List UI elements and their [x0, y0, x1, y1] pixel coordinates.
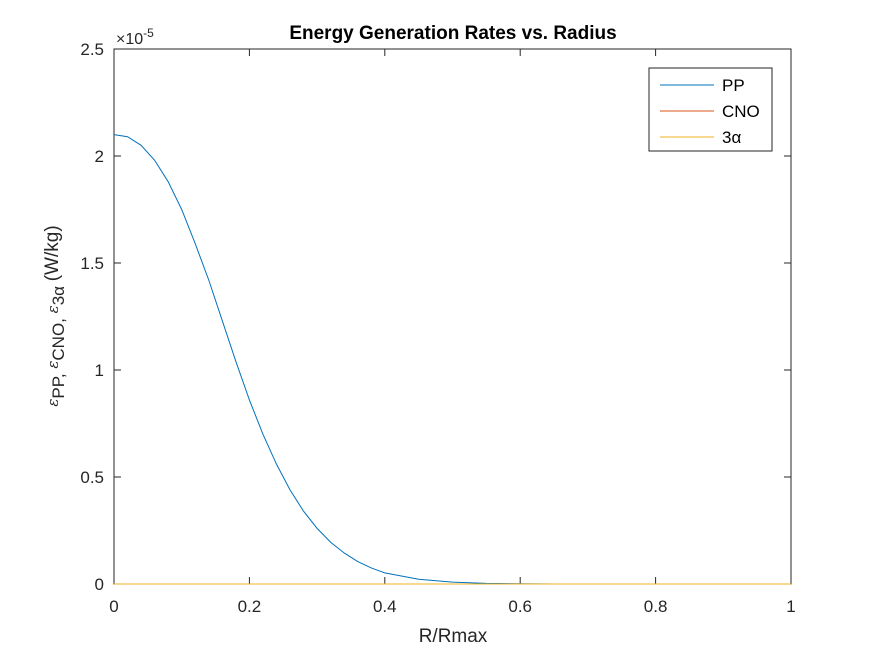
x-axis-label: R/Rmax: [419, 626, 488, 647]
y-tick-label: 2.5: [80, 40, 104, 59]
series-layer: [113, 134, 791, 585]
legend-label: PP: [722, 76, 745, 95]
x-tick-label: 0.6: [508, 597, 532, 616]
legend-label: CNO: [722, 102, 760, 121]
y-tick-label: 1: [95, 361, 104, 380]
x-tick-label: 1: [786, 597, 795, 616]
y-axis-ticks: 0 0.5 1 1.5 2 2.5: [80, 40, 791, 594]
y-tick-label: 0.5: [80, 468, 104, 487]
chart-title: Energy Generation Rates vs. Radius: [289, 23, 616, 44]
y-exponent-label: ×10-5: [116, 26, 154, 48]
x-tick-label: 0.8: [644, 597, 668, 616]
y-tick-label: 0: [95, 575, 104, 594]
x-tick-label: 0: [109, 597, 118, 616]
x-tick-label: 0.2: [238, 597, 262, 616]
y-tick-label: 1.5: [80, 254, 104, 273]
legend-label: 3α: [722, 128, 741, 147]
y-tick-label: 2: [95, 147, 104, 166]
legend[interactable]: PP CNO 3α: [648, 67, 773, 152]
x-tick-label: 0.4: [373, 597, 397, 616]
x-axis-ticks: 0 0.2 0.4 0.6 0.8 1: [109, 49, 796, 616]
y-axis-label: εPP, εCNO, ε3α (W/kg): [42, 225, 68, 406]
